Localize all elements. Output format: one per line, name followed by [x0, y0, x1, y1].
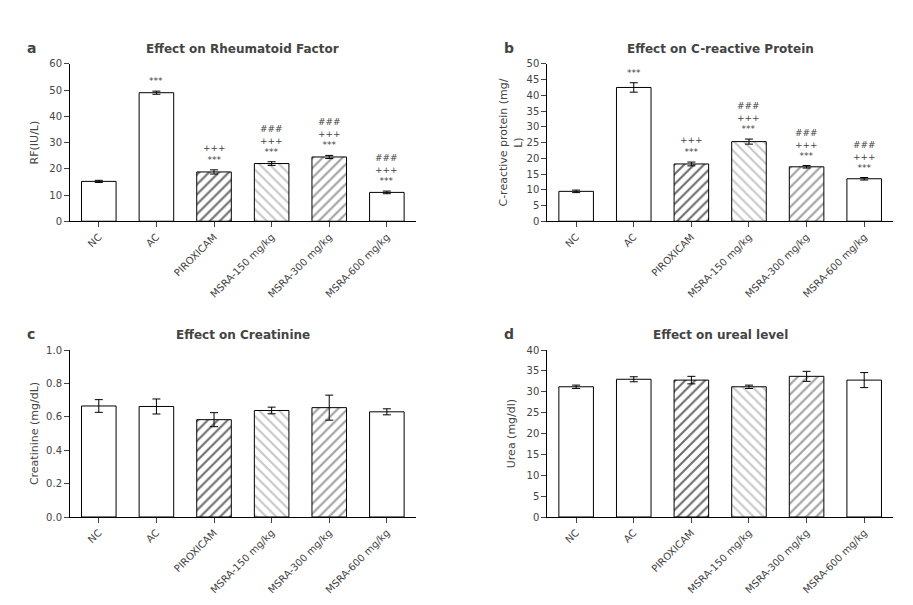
svg-text:50: 50	[49, 85, 62, 96]
svg-text:35: 35	[527, 106, 540, 117]
svg-text:1.0: 1.0	[46, 345, 62, 356]
svg-text:PIROXICAM: PIROXICAM	[649, 231, 696, 278]
svg-text:0.6: 0.6	[46, 411, 62, 422]
svg-text:MSRA-600 mg/kg: MSRA-600 mg/kg	[801, 231, 869, 299]
svg-text:15: 15	[527, 449, 540, 460]
svg-text:0.4: 0.4	[46, 445, 62, 456]
svg-text:PIROXICAM: PIROXICAM	[649, 527, 696, 574]
svg-text:AC: AC	[621, 527, 638, 544]
svg-text:AC: AC	[621, 231, 638, 248]
svg-text:10: 10	[527, 184, 540, 195]
svg-text:Effect on Rheumatoid Factor: Effect on Rheumatoid Factor	[146, 42, 339, 56]
svg-text:MSRA-150 mg/kg: MSRA-150 mg/kg	[208, 527, 276, 595]
svg-text:60: 60	[49, 58, 62, 69]
svg-text:0.8: 0.8	[46, 378, 62, 389]
svg-text:Effect on ureal level: Effect on ureal level	[653, 328, 788, 342]
svg-text:10: 10	[527, 470, 540, 481]
svg-text:35: 35	[527, 365, 540, 376]
svg-text:Effect on Creatinine: Effect on Creatinine	[176, 328, 310, 342]
svg-text:MSRA-600 mg/kg: MSRA-600 mg/kg	[801, 527, 869, 595]
svg-text:###+++***: ###+++***	[795, 128, 818, 161]
svg-text:20: 20	[527, 153, 540, 164]
svg-text:AC: AC	[144, 527, 161, 544]
svg-text:RF(IU/L): RF(IU/L)	[28, 121, 41, 165]
svg-text:40: 40	[527, 90, 540, 101]
svg-text:MSRA-300 mg/kg: MSRA-300 mg/kg	[266, 527, 334, 595]
svg-text:AC: AC	[144, 231, 161, 248]
svg-text:MSRA-150 mg/kg: MSRA-150 mg/kg	[686, 231, 754, 299]
svg-text:40: 40	[527, 345, 540, 356]
svg-text:30: 30	[527, 121, 540, 132]
svg-text:5: 5	[533, 200, 539, 211]
svg-text:Creatinine (mg/dL): Creatinine (mg/dL)	[28, 382, 41, 485]
svg-text:0: 0	[533, 512, 539, 523]
svg-text:###+++***: ###+++***	[375, 153, 398, 186]
svg-text:0.0: 0.0	[46, 512, 62, 523]
svg-text:###+++***: ###+++***	[853, 140, 876, 173]
svg-text:Urea (mg/dl): Urea (mg/dl)	[505, 399, 518, 468]
svg-text:25: 25	[527, 137, 540, 148]
svg-text:###+++***: ###+++***	[737, 101, 760, 134]
svg-text:+++***: +++***	[203, 143, 226, 165]
svg-text:25: 25	[527, 407, 540, 418]
svg-text:MSRA-300 mg/kg: MSRA-300 mg/kg	[743, 527, 811, 595]
svg-text:10: 10	[49, 190, 62, 201]
svg-text:NC: NC	[86, 231, 104, 249]
svg-text:MSRA-150 mg/kg: MSRA-150 mg/kg	[208, 231, 276, 299]
svg-text:50: 50	[527, 58, 540, 69]
svg-text:20: 20	[527, 428, 540, 439]
svg-text:MSRA-300 mg/kg: MSRA-300 mg/kg	[743, 231, 811, 299]
svg-text:###+++***: ###+++***	[318, 117, 341, 150]
svg-text:d: d	[504, 326, 514, 342]
svg-text:NC: NC	[563, 527, 581, 545]
svg-text:15: 15	[527, 169, 540, 180]
svg-text:30: 30	[49, 137, 62, 148]
svg-text:MSRA-300 mg/kg: MSRA-300 mg/kg	[266, 231, 334, 299]
svg-text:MSRA-600 mg/kg: MSRA-600 mg/kg	[323, 527, 391, 595]
svg-text:5: 5	[533, 491, 539, 502]
svg-text:###+++***: ###+++***	[260, 124, 283, 157]
svg-text:Effect on C-reactive Protein: Effect on C-reactive Protein	[627, 42, 814, 56]
svg-text:MSRA-600 mg/kg: MSRA-600 mg/kg	[323, 231, 391, 299]
svg-text:45: 45	[527, 74, 540, 85]
svg-text:20: 20	[49, 163, 62, 174]
svg-text:0: 0	[533, 216, 539, 227]
svg-text:NC: NC	[563, 231, 581, 249]
svg-text:a: a	[27, 40, 36, 56]
svg-text:+++***: +++***	[680, 135, 703, 157]
svg-text:C-reactive protein (mg/L): C-reactive protein (mg/L)	[497, 78, 524, 206]
svg-text:NC: NC	[86, 527, 104, 545]
svg-text:PIROXICAM: PIROXICAM	[172, 527, 219, 574]
svg-text:***: ***	[627, 68, 641, 78]
svg-text:0: 0	[56, 216, 62, 227]
svg-text:0.2: 0.2	[46, 478, 62, 489]
svg-text:c: c	[27, 326, 35, 342]
svg-text:MSRA-150 mg/kg: MSRA-150 mg/kg	[686, 527, 754, 595]
svg-text:PIROXICAM: PIROXICAM	[172, 231, 219, 278]
svg-text:b: b	[504, 40, 514, 56]
svg-text:40: 40	[49, 111, 62, 122]
svg-text:30: 30	[527, 386, 540, 397]
svg-text:***: ***	[149, 76, 163, 86]
